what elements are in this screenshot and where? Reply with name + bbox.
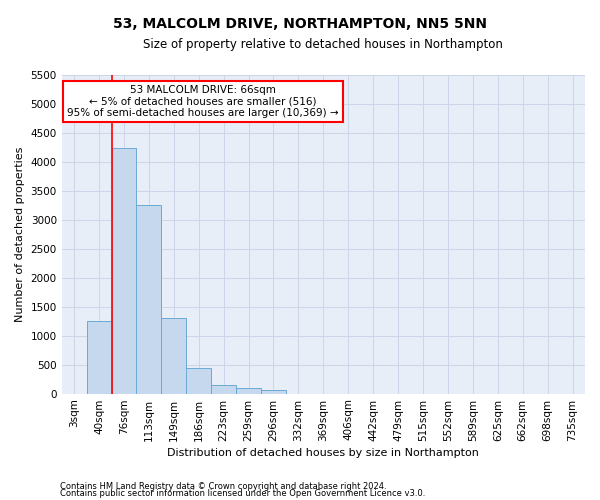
Bar (86, 321, 112, 394)
Bar (136, 206, 161, 394)
Text: 53, MALCOLM DRIVE, NORTHAMPTON, NN5 5NN: 53, MALCOLM DRIVE, NORTHAMPTON, NN5 5NN (113, 18, 487, 32)
Text: 53 MALCOLM DRIVE: 66sqm
← 5% of detached houses are smaller (516)
95% of semi-de: 53 MALCOLM DRIVE: 66sqm ← 5% of detached… (67, 85, 339, 118)
Bar (112, 148, 136, 394)
Bar (261, 390, 286, 394)
Text: Contains HM Land Registry data © Crown copyright and database right 2024.: Contains HM Land Registry data © Crown c… (60, 482, 386, 491)
Text: Contains public sector information licensed under the Open Government Licence v3: Contains public sector information licen… (60, 490, 425, 498)
Bar (161, 318, 186, 394)
Bar (186, 368, 211, 394)
Y-axis label: Number of detached properties: Number of detached properties (15, 146, 25, 322)
X-axis label: Distribution of detached houses by size in Northampton: Distribution of detached houses by size … (167, 448, 479, 458)
Title: Size of property relative to detached houses in Northampton: Size of property relative to detached ho… (143, 38, 503, 51)
Bar (236, 388, 261, 394)
Bar (211, 385, 236, 394)
